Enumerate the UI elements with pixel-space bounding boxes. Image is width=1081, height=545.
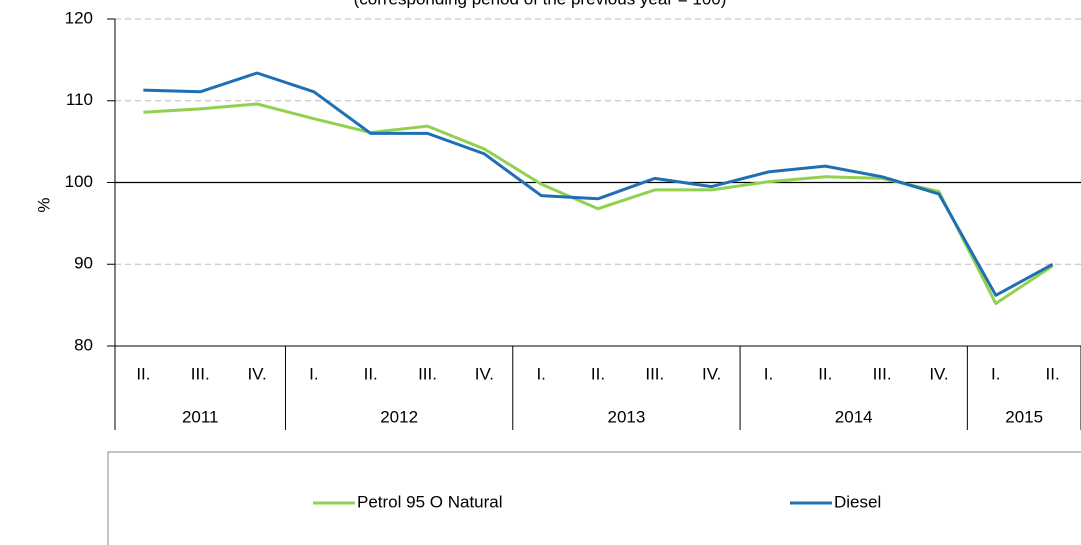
- y-tick-label: 120: [65, 8, 93, 27]
- x-tick-label: III.: [418, 364, 437, 383]
- x-tick-label: II.: [364, 364, 378, 383]
- x-tick-label: II.: [591, 364, 605, 383]
- x-tick-label: IV.: [247, 364, 266, 383]
- legend-label: Diesel: [834, 492, 881, 511]
- x-tick-label: III.: [873, 364, 892, 383]
- y-axis-label: %: [34, 197, 53, 212]
- x-tick-label: I.: [764, 364, 773, 383]
- x-group-label: 2013: [607, 407, 645, 426]
- x-group-label: 2012: [380, 407, 418, 426]
- x-tick-label: II.: [136, 364, 150, 383]
- x-tick-label: II.: [818, 364, 832, 383]
- y-tick-label: 80: [74, 335, 93, 354]
- x-tick-label: III.: [645, 364, 664, 383]
- x-group-label: 2015: [1005, 407, 1043, 426]
- legend-label: Petrol 95 O Natural: [357, 492, 503, 511]
- x-group-label: 2014: [835, 407, 873, 426]
- chart-subtitle: (corresponding period of the previous ye…: [354, 0, 727, 8]
- y-tick-label: 100: [65, 172, 93, 191]
- x-tick-label: II.: [1046, 364, 1060, 383]
- x-group-label: 2011: [182, 407, 219, 426]
- y-tick-label: 110: [66, 90, 93, 109]
- legend-box: [107, 451, 1081, 545]
- x-tick-label: IV.: [702, 364, 721, 383]
- line-series: [143, 71, 1054, 297]
- x-tick-label: I.: [991, 364, 1000, 383]
- y-tick-label: 90: [74, 254, 93, 273]
- x-tick-label: IV.: [929, 364, 948, 383]
- x-tick-label: IV.: [475, 364, 494, 383]
- line-series: [143, 102, 1054, 305]
- x-tick-label: III.: [191, 364, 210, 383]
- x-tick-label: I.: [536, 364, 545, 383]
- x-tick-label: I.: [309, 364, 318, 383]
